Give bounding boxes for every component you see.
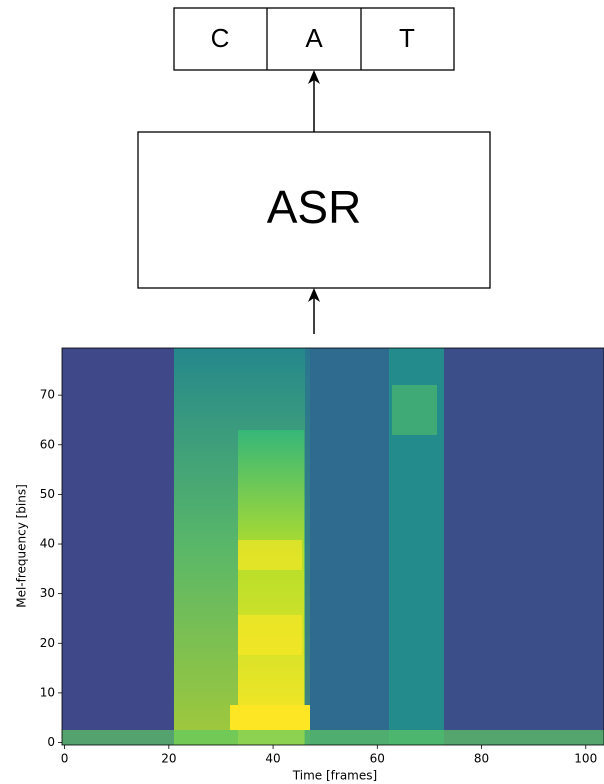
model-box — [137, 131, 491, 289]
x-tick-label: 60 — [370, 752, 385, 766]
x-tick-label: 100 — [574, 752, 597, 766]
y-tick-label: 60 — [40, 437, 55, 451]
token: A — [305, 23, 323, 53]
x-tick-label: 80 — [474, 752, 489, 766]
y-tick-label: 30 — [40, 586, 55, 600]
y-tick-label: 70 — [40, 388, 55, 402]
y-tick-label: 10 — [40, 685, 55, 699]
y-tick-label: 50 — [40, 487, 55, 501]
y-tick-label: 0 — [47, 735, 55, 749]
y-tick-label: 20 — [40, 636, 55, 650]
model-label: ASR — [267, 181, 362, 233]
x-tick-label: 0 — [61, 752, 69, 766]
x-tick-label: 20 — [161, 752, 176, 766]
x-axis-label: Time [frames] — [292, 769, 377, 783]
x-tick-label: 40 — [265, 752, 280, 766]
plot-frame — [61, 347, 604, 746]
token: C — [211, 23, 230, 53]
y-axis-label: Mel-frequency [bins] — [15, 484, 29, 608]
token: T — [399, 23, 415, 53]
y-tick-label: 40 — [40, 537, 55, 551]
spectrogram — [62, 348, 604, 745]
